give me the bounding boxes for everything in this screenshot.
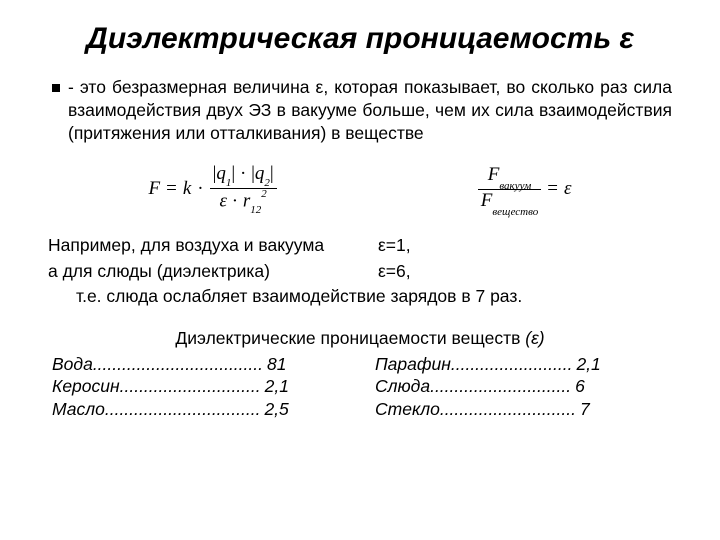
sym-Fvac: F [488,164,500,185]
materials-title: Диэлектрические проницаемости веществ (ε… [48,328,672,349]
sym-vac-sub: вакуум [499,180,531,192]
sym-F: F [149,178,161,200]
sym-k: k [183,178,191,200]
example-1-value: ε=1, [378,233,411,258]
material-water: Вода...................................8… [52,353,345,376]
materials-title-eps: (ε) [525,328,544,348]
ratio-formula: Fвакуум Fвещество = ε [478,164,572,215]
sym-med-sub: вещество [492,206,538,218]
fraction-2: Fвакуум Fвещество [478,164,542,215]
examples-block: Например, для воздуха и вакуума ε=1, а д… [48,233,672,309]
sym-r-sup: 2 [261,188,267,200]
example-1: Например, для воздуха и вакуума ε=1, [48,233,672,258]
sym-q2: q [255,163,265,184]
slide: Диэлектрическая проницаемость ε - это бе… [0,0,720,540]
sym-eps: ε [220,191,228,212]
material-kerosene: Керосин.............................2,1 [52,375,345,398]
sym-eps2: ε [564,178,572,200]
sym-r-sub: 12 [250,204,261,216]
material-paraffin: Парафин.........................2,1 [375,353,668,376]
sym-eq: = [166,178,177,200]
sym-q1-sub: 1 [226,177,232,189]
example-2: а для слюды (диэлектрика) ε=6, [48,259,672,284]
coulomb-formula: F = k · |q1| · |q2| ε · r122 [149,163,277,215]
sym-q1: q [216,163,226,184]
materials-grid: Вода...................................8… [48,353,672,421]
conclusion-text: т.е. слюда ослабляет взаимодействие заря… [48,284,672,309]
formulas-row: F = k · |q1| · |q2| ε · r122 [48,163,672,215]
material-glass: Стекло............................7 [375,398,668,421]
example-2-label: а для слюды (диэлектрика) [48,259,378,284]
sym-dot: · [197,178,203,200]
bullet-icon [52,84,60,92]
material-oil: Масло................................2,5 [52,398,345,421]
sym-eq2: = [547,178,558,200]
definition-text: - это безразмерная величина ε, которая п… [68,76,672,145]
definition-row: - это безразмерная величина ε, которая п… [48,76,672,157]
example-2-value: ε=6, [378,259,411,284]
material-mica: Слюда.............................6 [375,375,668,398]
sym-Fmed: F [481,190,493,211]
example-1-label: Например, для воздуха и вакуума [48,233,378,258]
materials-title-pre: Диэлектрические проницаемости веществ [175,328,525,348]
fraction-1: |q1| · |q2| ε · r122 [210,163,277,215]
page-title: Диэлектрическая проницаемость ε [48,22,672,56]
